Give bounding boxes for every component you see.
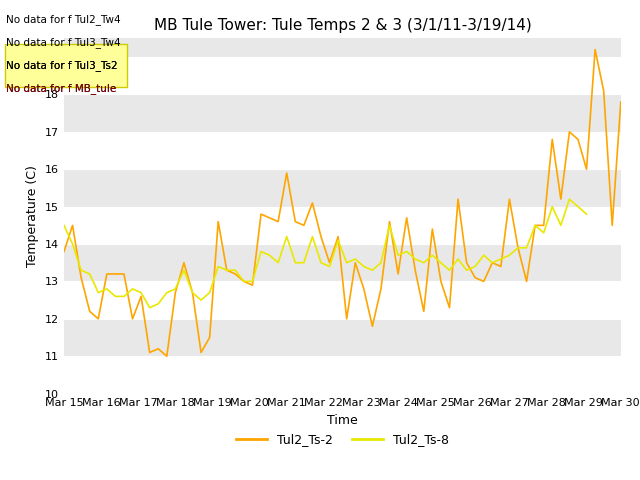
X-axis label: Time: Time <box>327 414 358 427</box>
Text: No data for f Tul3_Tw4: No data for f Tul3_Tw4 <box>6 37 121 48</box>
Legend: Tul2_Ts-2, Tul2_Ts-8: Tul2_Ts-2, Tul2_Ts-8 <box>231 428 454 451</box>
Bar <box>64 132 621 169</box>
Bar <box>64 281 621 319</box>
Text: No data for f Tul3_Ts2: No data for f Tul3_Ts2 <box>6 60 118 72</box>
Text: No data for f Tul2_Tw4: No data for f Tul2_Tw4 <box>6 14 121 25</box>
Text: No data for f MB_tule: No data for f MB_tule <box>6 84 116 95</box>
Text: No data for f MB_tule: No data for f MB_tule <box>6 84 116 95</box>
Bar <box>64 57 621 95</box>
Title: MB Tule Tower: Tule Temps 2 & 3 (3/1/11-3/19/14): MB Tule Tower: Tule Temps 2 & 3 (3/1/11-… <box>154 18 531 33</box>
Bar <box>64 356 621 394</box>
Text: No data for f Tul3_Ts2: No data for f Tul3_Ts2 <box>6 60 118 72</box>
Bar <box>64 207 621 244</box>
Y-axis label: Temperature (C): Temperature (C) <box>26 165 40 267</box>
